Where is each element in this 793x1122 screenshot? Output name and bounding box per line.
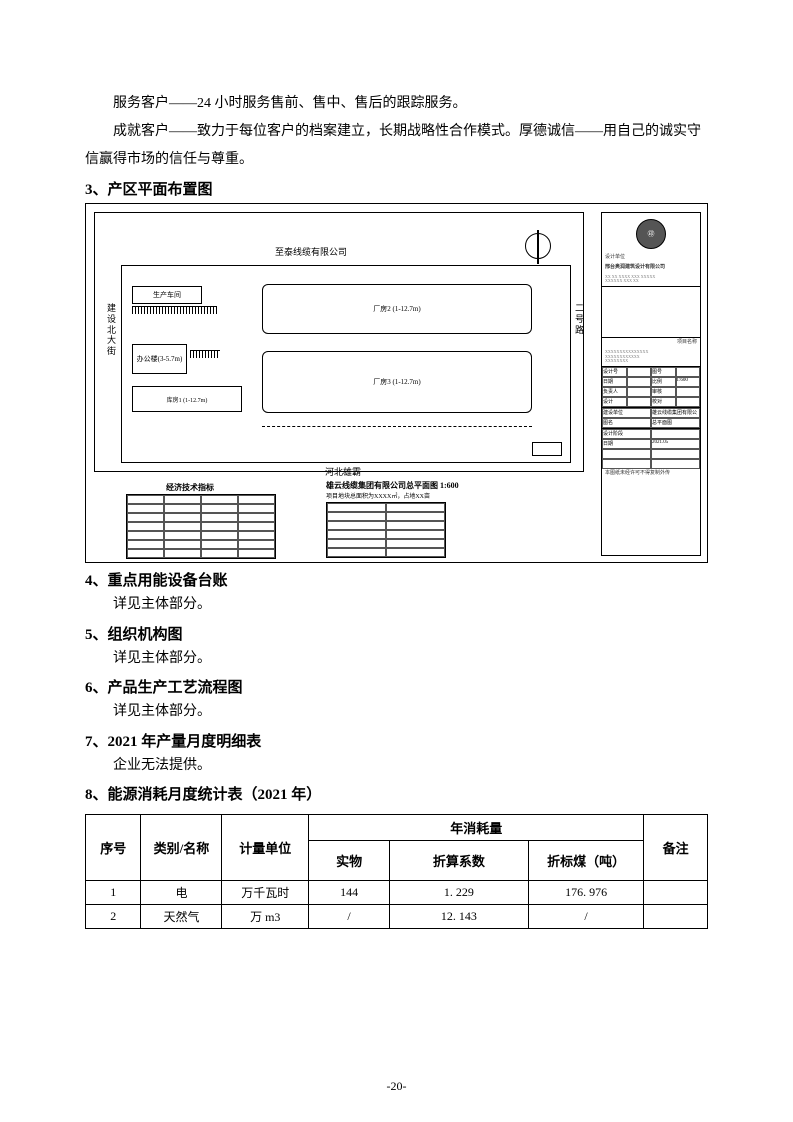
fp-tb-grid-cell bbox=[676, 397, 701, 407]
fp-block-a: 生产车间 bbox=[132, 286, 202, 304]
detail-sec4: 详见主体部分。 bbox=[85, 592, 708, 619]
fp-block-d: 厂房3 (1-12.7m) bbox=[262, 351, 532, 413]
fp-tb-grid-row: 设计号 图号 bbox=[602, 367, 700, 377]
fp-bottom-road: 河北雄霸 bbox=[325, 465, 361, 478]
table-cell-coef: 12. 143 bbox=[390, 905, 529, 929]
fp-tech-table bbox=[126, 494, 276, 559]
fp-block-e: 库房1 (1-12.7m) bbox=[132, 386, 242, 412]
detail-sec5: 详见主体部分。 bbox=[85, 646, 708, 673]
fp-tb-grid-row: 日期 比例1:600 bbox=[602, 377, 700, 387]
table-cell-cat: 天然气 bbox=[141, 905, 222, 929]
para-achieve: 成就客户——致力于每位客户的档案建立，长期战略性合作模式。厚德诚信——用自己的诚… bbox=[85, 118, 708, 174]
table-cell-note bbox=[644, 881, 708, 905]
fp-block-c: 厂房2 (1-12.7m) bbox=[262, 284, 532, 334]
fp-tb-rows: 设计号 图号日期 比例1:600 负责人 审核设计 校对 bbox=[602, 367, 700, 407]
detail-sec7: 企业无法提供。 bbox=[85, 753, 708, 780]
fp-tb-extra1 bbox=[602, 449, 700, 459]
para-service: 服务客户——24 小时服务售前、售中、售后的跟踪服务。 bbox=[85, 90, 708, 118]
fp-right-road: 二号路 bbox=[575, 303, 587, 335]
table-cell-note bbox=[644, 905, 708, 929]
fp-tb-grid-cell bbox=[676, 367, 701, 377]
fp-tb-grid-row: 负责人 审核 bbox=[602, 387, 700, 397]
detail-sec6: 详见主体部分。 bbox=[85, 699, 708, 726]
fp-tb-grid-cell: 负责人 bbox=[602, 387, 627, 397]
heading-sec7: 7、2021 年产量月度明细表 bbox=[85, 730, 708, 751]
floorplan-figure: 至泰线缆有限公司 建设北大街 二号路 河北雄霸 生产车间 办公楼(3-5.7m)… bbox=[85, 203, 708, 563]
fp-tb-grid-cell: 校对 bbox=[651, 397, 676, 407]
table-cell-coal: / bbox=[528, 905, 644, 929]
fp-tb-desc: XXXXXXXXXXXXXXXXXXXXXXXXXXXXXXXXXXX bbox=[602, 348, 700, 366]
energy-table: 序号 类别/名称 计量单位 年消耗量 备注 实物 折算系数 折标煤（吨） 1电万… bbox=[85, 814, 708, 929]
fp-tb-date: 日期2021.05 bbox=[602, 439, 700, 449]
table-cell-actual: 144 bbox=[309, 881, 390, 905]
fp-firm1: 设计单位 bbox=[602, 253, 700, 263]
fp-firm2: 邢台奥润建筑设计有限公司 bbox=[602, 263, 700, 273]
fp-tb-grid-cell: 设计 bbox=[602, 397, 627, 407]
fp-title-block: ㊞ 设计单位 邢台奥润建筑设计有限公司 XX XX XXXX XXX XXXXX… bbox=[601, 212, 701, 556]
fp-firm-en: XX XX XXXX XXX XXXXXXXXXXX XXX XX bbox=[602, 273, 700, 286]
fp-tb-grid-cell bbox=[627, 367, 652, 377]
page-number: -20- bbox=[0, 1079, 793, 1094]
fp-tb-grid-cell: 图号 bbox=[651, 367, 676, 377]
floorplan-frame: 至泰线缆有限公司 建设北大街 二号路 河北雄霸 生产车间 办公楼(3-5.7m)… bbox=[94, 212, 584, 472]
th-coal: 折标煤（吨） bbox=[528, 841, 644, 881]
fp-plan-title: 雄云线缆集团有限公司总平面图 1:600 bbox=[326, 480, 459, 491]
heading-sec5: 5、组织机构图 bbox=[85, 623, 708, 644]
fp-tb-drawing: 图名总平面图 bbox=[602, 418, 700, 428]
table-cell-actual: / bbox=[309, 905, 390, 929]
fp-tech-title: 经济技术指标 bbox=[166, 482, 214, 493]
fp-tb-grid-cell: 比例 bbox=[651, 377, 676, 387]
heading-sec6: 6、产品生产工艺流程图 bbox=[85, 676, 708, 697]
fp-plan-table bbox=[326, 502, 446, 558]
fp-tb-blank1 bbox=[602, 287, 700, 337]
table-cell-unit: 万 m3 bbox=[222, 905, 309, 929]
fp-tb-foot: 本图纸未经许可不得复制外传 bbox=[602, 469, 700, 479]
th-seq: 序号 bbox=[86, 815, 141, 881]
fp-tb-grid-cell bbox=[627, 387, 652, 397]
fp-tb-grid-row: 设计 校对 bbox=[602, 397, 700, 407]
th-unit: 计量单位 bbox=[222, 815, 309, 881]
th-coef: 折算系数 bbox=[390, 841, 529, 881]
fp-tb-grid-cell bbox=[627, 397, 652, 407]
table-cell-seq: 1 bbox=[86, 881, 141, 905]
table-cell-seq: 2 bbox=[86, 905, 141, 929]
fp-plot-boundary: 生产车间 办公楼(3-5.7m) 库房1 (1-12.7m) 厂房2 (1-12… bbox=[121, 265, 571, 463]
compass-icon bbox=[525, 233, 551, 259]
fp-tb-grid-cell: 审核 bbox=[651, 387, 676, 397]
fp-tb-grid-cell: 日期 bbox=[602, 377, 627, 387]
fp-tb-grid-cell: 设计号 bbox=[602, 367, 627, 377]
fp-tb-grid-cell: 1:600 bbox=[676, 377, 701, 387]
heading-sec8: 8、能源消耗月度统计表（2021 年） bbox=[85, 783, 708, 804]
fp-plan-sub: 项目地块总面积为XXXX㎡，占地XX亩 bbox=[326, 491, 430, 500]
fp-tb-grid-cell bbox=[627, 377, 652, 387]
th-annual: 年消耗量 bbox=[309, 815, 644, 841]
fp-dashline bbox=[262, 426, 532, 427]
fp-small-box bbox=[532, 442, 562, 456]
fp-block-b: 办公楼(3-5.7m) bbox=[132, 344, 187, 374]
table-cell-cat: 电 bbox=[141, 881, 222, 905]
table-row: 2天然气万 m3/12. 143/ bbox=[86, 905, 708, 929]
fp-top-company: 至泰线缆有限公司 bbox=[275, 245, 347, 258]
design-firm-logo-icon: ㊞ bbox=[636, 219, 666, 249]
fp-left-road: 建设北大街 bbox=[107, 303, 119, 357]
th-actual: 实物 bbox=[309, 841, 390, 881]
th-note: 备注 bbox=[644, 815, 708, 881]
fp-tb-sectiona: 项目名称 bbox=[602, 338, 700, 348]
fp-tb-extra2 bbox=[602, 459, 700, 469]
table-row: 1电万千瓦时1441. 229176. 976 bbox=[86, 881, 708, 905]
th-cat: 类别/名称 bbox=[141, 815, 222, 881]
table-cell-coef: 1. 229 bbox=[390, 881, 529, 905]
fp-comb-1 bbox=[132, 306, 217, 314]
fp-tb-stage: 设计阶段 bbox=[602, 429, 700, 439]
fp-tb-proj: 建设单位雄云线缆集团有限公司 bbox=[602, 408, 700, 418]
heading-sec3: 3、产区平面布置图 bbox=[85, 178, 708, 199]
heading-sec4: 4、重点用能设备台账 bbox=[85, 569, 708, 590]
fp-comb-2 bbox=[190, 350, 220, 358]
fp-tb-grid-cell bbox=[676, 387, 701, 397]
table-cell-coal: 176. 976 bbox=[528, 881, 644, 905]
table-cell-unit: 万千瓦时 bbox=[222, 881, 309, 905]
